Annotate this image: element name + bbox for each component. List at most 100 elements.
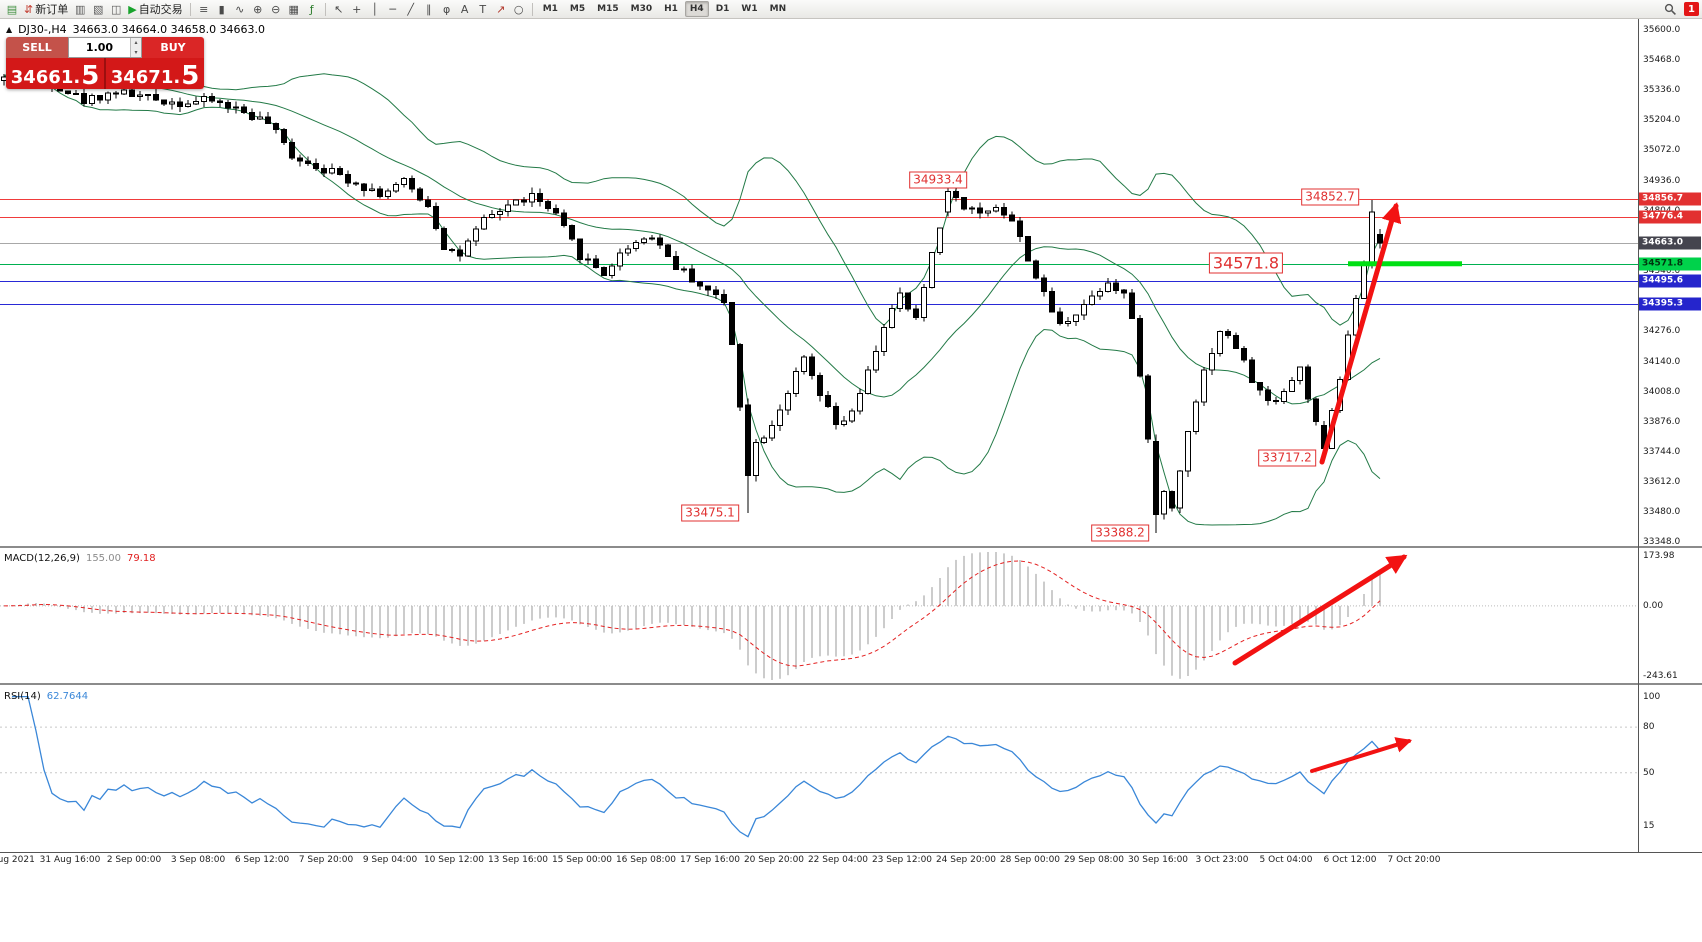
price-tick: 33612.0 xyxy=(1643,476,1681,487)
price-level-label: 34856.7 xyxy=(1639,192,1701,206)
zoom-in-icon: ⊕ xyxy=(253,2,263,16)
chart-bars-icon: ≡ xyxy=(199,2,209,16)
price-tick: 35204.0 xyxy=(1643,115,1681,126)
rsi-axis-label: 100 xyxy=(1643,691,1661,702)
price-callout: 34933.4 xyxy=(909,171,967,189)
price-divider xyxy=(104,58,106,89)
lot-down-button[interactable]: ▾ xyxy=(131,47,141,57)
bollinger-bands xyxy=(3,55,1381,526)
price-callout: 33717.2 xyxy=(1258,449,1316,467)
terminal-button[interactable]: ◫ xyxy=(107,1,125,18)
time-label: 28 Sep 00:00 xyxy=(999,855,1061,865)
zoom-in-button[interactable]: ⊕ xyxy=(249,1,267,18)
trend-arrows xyxy=(1232,202,1413,773)
horizontal-line-button[interactable]: ─ xyxy=(384,1,402,18)
price-tick: 33480.0 xyxy=(1643,506,1681,517)
price-tick: 33348.0 xyxy=(1643,537,1681,547)
current-price-label: 34663.0 xyxy=(1639,236,1701,250)
lot-size-input[interactable]: 1.00 ▴ ▾ xyxy=(68,37,142,58)
timeframe-MN[interactable]: MN xyxy=(769,4,787,14)
profiles-button[interactable]: ▧ xyxy=(89,1,107,18)
chart-line-button[interactable]: ∿ xyxy=(231,1,249,18)
horizontal-line-icon: ─ xyxy=(389,2,396,16)
price-level-label: 34571.8 xyxy=(1639,257,1701,271)
time-label: 6 Sep 12:00 xyxy=(234,855,290,865)
buy-price-base: 34671. xyxy=(110,67,181,88)
notification-badge[interactable]: 1 xyxy=(1684,2,1699,16)
price-level-label: 34495.6 xyxy=(1639,274,1701,288)
sell-price-base: 34661. xyxy=(10,67,81,88)
time-label: 9 Sep 04:00 xyxy=(362,855,418,865)
sell-price[interactable]: 34661. 5 xyxy=(6,58,104,89)
collapse-panel-icon[interactable]: ▲ xyxy=(6,25,13,34)
cursor-icon: ↖ xyxy=(334,2,344,16)
price-tick: 35600.0 xyxy=(1643,25,1681,35)
chart-layouts-icon: ▥ xyxy=(75,2,86,16)
time-label: 23 Sep 12:00 xyxy=(871,855,933,865)
ellipse-button[interactable]: ○ xyxy=(510,1,528,18)
macd-axis-label: 173.98 xyxy=(1643,551,1675,561)
new-chart-button[interactable]: ▤ xyxy=(3,1,21,18)
chart-layouts-button[interactable]: ▥ xyxy=(71,1,89,18)
price-tick: 35336.0 xyxy=(1643,85,1681,96)
chart-line-icon: ∿ xyxy=(235,2,245,16)
label-button[interactable]: T xyxy=(474,1,492,18)
channel-button[interactable]: ∥ xyxy=(420,1,438,18)
price-tick: 33876.0 xyxy=(1643,416,1681,427)
arrow-object-icon: ↗ xyxy=(496,2,506,16)
crosshair-button[interactable]: + xyxy=(348,1,366,18)
price-levels xyxy=(0,199,1638,305)
indicators-button[interactable]: ƒ xyxy=(303,1,321,18)
symbol-search-button[interactable] xyxy=(1661,1,1680,18)
time-label: 6 Oct 12:00 xyxy=(1323,855,1377,865)
one-click-trade-panel: SELL 1.00 ▴ ▾ BUY 34661. 5 34671. 5 xyxy=(6,37,204,89)
buy-button[interactable]: BUY xyxy=(142,37,204,58)
rsi-indicator-label: RSI(14) 62.7644 xyxy=(4,691,88,702)
new-order-icon: ⇵ xyxy=(24,2,34,16)
timeframe-M15[interactable]: M15 xyxy=(597,4,619,14)
crosshair-icon: + xyxy=(352,2,362,16)
zoom-out-button[interactable]: ⊖ xyxy=(267,1,285,18)
timeframe-D1[interactable]: D1 xyxy=(715,4,730,14)
macd-axis-label: 0.00 xyxy=(1643,600,1664,611)
sell-price-pips: 5 xyxy=(81,61,100,89)
timeframe-H1[interactable]: H1 xyxy=(664,4,678,14)
time-label: 10 Sep 12:00 xyxy=(423,855,485,865)
timeframe-M1[interactable]: M1 xyxy=(542,4,558,14)
panel-splitter[interactable] xyxy=(0,683,1702,685)
rsi-value: 62.7644 xyxy=(46,691,89,702)
text-button[interactable]: A xyxy=(456,1,474,18)
time-label: 24 Sep 20:00 xyxy=(935,855,997,865)
zoom-out-icon: ⊖ xyxy=(271,2,281,16)
timeframe-H4[interactable]: H4 xyxy=(684,1,709,17)
arrow-object-button[interactable]: ↗ xyxy=(492,1,510,18)
chart-bars-button[interactable]: ≡ xyxy=(195,1,213,18)
support-bar xyxy=(1348,261,1462,267)
timeframe-W1[interactable]: W1 xyxy=(741,4,758,14)
fibonacci-button[interactable]: φ xyxy=(438,1,456,18)
chart-candles-button[interactable]: ▮ xyxy=(213,1,231,18)
time-label: 17 Sep 16:00 xyxy=(679,855,741,865)
auto-trading-button[interactable]: ▶ 自动交易 xyxy=(125,1,185,18)
timeframe-M30[interactable]: M30 xyxy=(630,4,653,14)
terminal-icon: ◫ xyxy=(111,2,122,16)
buy-price[interactable]: 34671. 5 xyxy=(106,58,204,89)
time-label: 3 Oct 23:00 xyxy=(1195,855,1249,865)
cursor-button[interactable]: ↖ xyxy=(330,1,348,18)
trendline-button[interactable]: ╱ xyxy=(402,1,420,18)
panel-splitter[interactable] xyxy=(0,546,1702,548)
macd-indicator-label: MACD(12,26,9) 155.00 79.18 xyxy=(4,553,156,564)
price-level-label: 34395.3 xyxy=(1639,297,1701,311)
time-label: 29 Sep 08:00 xyxy=(1063,855,1125,865)
timeframe-M5[interactable]: M5 xyxy=(569,4,586,14)
lot-up-button[interactable]: ▴ xyxy=(131,38,141,48)
time-label: 30 Sep 16:00 xyxy=(1127,855,1189,865)
tile-windows-button[interactable]: ▦ xyxy=(285,1,303,18)
new-order-button[interactable]: ⇵ 新订单 xyxy=(21,1,71,18)
price-tick: 33744.0 xyxy=(1643,446,1681,457)
sell-button[interactable]: SELL xyxy=(6,37,68,58)
fibonacci-icon: φ xyxy=(443,2,451,16)
vertical-line-button[interactable]: │ xyxy=(366,1,384,18)
